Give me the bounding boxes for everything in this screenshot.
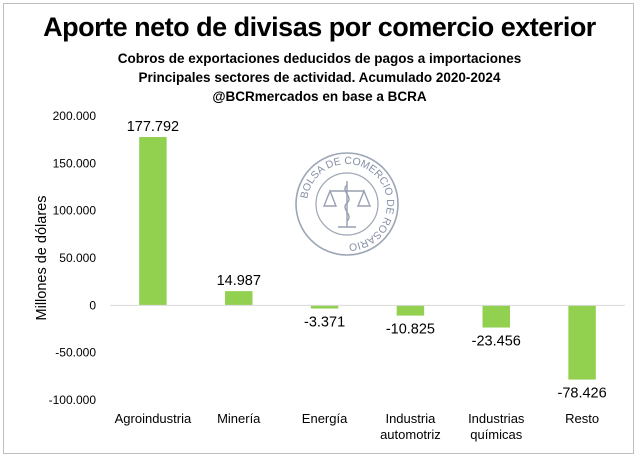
y-tick-label: -100.000 (49, 393, 97, 407)
category-label: Energía (302, 411, 348, 426)
data-label: -3.371 (304, 315, 345, 331)
y-tick-label: 50.000 (59, 251, 96, 265)
data-label: -23.456 (472, 334, 521, 350)
bar (139, 137, 167, 306)
bar (396, 305, 425, 316)
y-tick-label: 200.000 (53, 109, 97, 123)
bar (568, 305, 596, 380)
bar (225, 291, 253, 306)
data-labels: 177.792 14.987 -3.371 -10.825 -23.456 -78.426 (127, 119, 607, 402)
y-tick-label: -50.000 (55, 346, 96, 360)
category-label: Agroindustria (115, 411, 192, 426)
category-label: Minería (217, 411, 261, 426)
bar (310, 305, 339, 309)
chart-subtitle-2: Principales sectores de actividad. Acumu… (138, 70, 501, 85)
y-tick-label: 100.000 (53, 204, 97, 218)
scales-of-justice-seal-icon: BOLSA DE COMERCIO DE ROSARIO (295, 152, 399, 256)
y-tick-label: 150.000 (53, 156, 97, 170)
chart-frame (3, 3, 634, 454)
chart-subtitle-3: @BCRmercados en base a BCRA (212, 89, 427, 104)
y-axis-ticks: 200.000 150.000 100.000 50.000 0 -50.000 -100.… (49, 109, 97, 407)
category-label: Industrias químicas (468, 411, 525, 442)
data-label: 14.987 (217, 273, 261, 289)
chart-title: Aporte neto de divisas por comercio exte… (43, 12, 596, 42)
data-label: 177.792 (127, 119, 179, 135)
y-axis-label: Millones de dólares (34, 196, 50, 321)
y-tick-label: 0 (89, 298, 96, 312)
data-label: -10.825 (386, 322, 435, 338)
category-labels: Agroindustria Minería Energía Industria auto… (115, 411, 599, 442)
chart-subtitle-1: Cobros de exportaciones deducidos de pag… (117, 51, 522, 66)
data-label: -78.426 (557, 386, 606, 402)
category-label: Resto (565, 411, 599, 426)
bars (139, 137, 596, 380)
category-label: Industria automotriz (380, 411, 441, 442)
bar (482, 305, 510, 328)
